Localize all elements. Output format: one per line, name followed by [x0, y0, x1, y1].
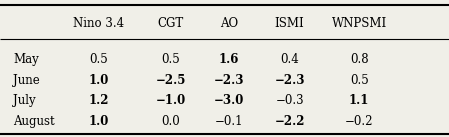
Text: −3.0: −3.0	[214, 94, 244, 107]
Text: 1.2: 1.2	[88, 94, 109, 107]
Text: ISMI: ISMI	[275, 18, 304, 30]
Text: July: July	[13, 94, 36, 107]
Text: WNPSMI: WNPSMI	[331, 18, 387, 30]
Text: 0.5: 0.5	[161, 53, 180, 66]
Text: −2.2: −2.2	[274, 115, 305, 128]
Text: 1.0: 1.0	[88, 74, 109, 87]
Text: CGT: CGT	[158, 18, 184, 30]
Text: 0.5: 0.5	[89, 53, 108, 66]
Text: −0.1: −0.1	[215, 115, 243, 128]
Text: −0.2: −0.2	[345, 115, 374, 128]
Text: 0.8: 0.8	[350, 53, 369, 66]
Text: 0.4: 0.4	[280, 53, 299, 66]
Text: 0.0: 0.0	[161, 115, 180, 128]
Text: −0.3: −0.3	[275, 94, 304, 107]
Text: −1.0: −1.0	[155, 94, 186, 107]
Text: −2.5: −2.5	[155, 74, 186, 87]
Text: 1.1: 1.1	[349, 94, 370, 107]
Text: 1.0: 1.0	[88, 115, 109, 128]
Text: August: August	[13, 115, 55, 128]
Text: May: May	[13, 53, 39, 66]
Text: −2.3: −2.3	[214, 74, 244, 87]
Text: AO: AO	[220, 18, 238, 30]
Text: June: June	[13, 74, 40, 87]
Text: 0.5: 0.5	[350, 74, 369, 87]
Text: 1.6: 1.6	[219, 53, 239, 66]
Text: Nino 3.4: Nino 3.4	[73, 18, 124, 30]
Text: −2.3: −2.3	[274, 74, 305, 87]
